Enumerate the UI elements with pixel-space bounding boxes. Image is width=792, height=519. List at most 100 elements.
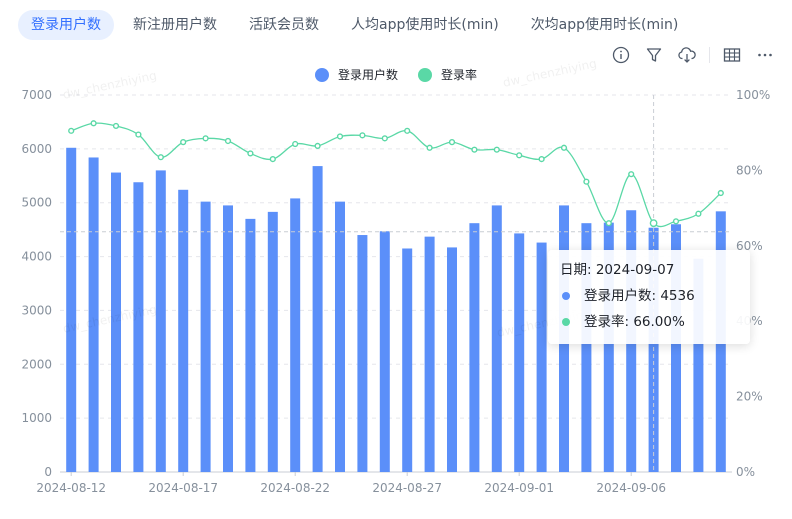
tab-new-registered-users[interactable]: 新注册用户数 [133,17,217,33]
tab-avg-usage-per-session[interactable]: 次均app使用时长(min) [530,17,679,33]
bar [312,166,323,472]
line-point [516,152,523,159]
line-point [336,133,344,140]
bar [536,242,547,472]
bar [581,223,592,472]
y-right-tick-label: 60% [736,239,763,253]
line-point [448,139,456,146]
tooltip-swatch-login-rate [562,318,570,326]
y-left-tick-label: 3000 [21,303,52,317]
metric-tabs: 登录用户数 新注册用户数 活跃会员数 人均app使用时长(min) 次均app使… [18,10,697,40]
line-point [560,144,568,151]
bar [469,223,480,472]
bar [245,218,256,472]
line-point [426,144,433,151]
chart-toolbar [599,44,776,66]
bar [491,205,502,472]
tooltip-value-login-rate: 登录率: 66.00% [584,314,685,330]
line-point [112,122,120,130]
y-left-tick-label: 6000 [21,142,52,156]
x-tick-label: 2024-09-06 [596,481,666,495]
y-right-tick-label: 100% [736,88,770,102]
line-point [157,154,164,161]
tab-login-users[interactable]: 登录用户数 [18,10,114,40]
y-right-tick-label: 20% [736,390,763,404]
bar [379,231,390,472]
line-point [605,220,612,227]
tooltip-swatch-login-users [562,292,570,300]
line-point [717,189,724,197]
line-series-login-rate [70,122,722,228]
line-point [180,139,187,146]
bar [424,236,435,472]
bar [357,235,368,472]
line-point [695,210,702,217]
info-icon[interactable] [610,44,632,66]
bar [133,182,144,472]
line-point [247,150,254,157]
line-point [583,178,590,185]
tooltip-value-login-users: 登录用户数: 4536 [584,288,695,304]
legend-label-login-users: 登录用户数 [337,68,398,82]
more-icon[interactable] [754,44,776,66]
tab-avg-usage-per-user[interactable]: 人均app使用时长(min) [351,17,499,33]
line-point [404,127,411,134]
toolbar-divider [709,47,710,63]
bar [178,189,189,472]
line-point [649,219,658,228]
tooltip-title: 日期: 2024-09-07 [560,262,675,278]
line-point [359,132,366,139]
bar [111,172,121,472]
line-point [471,146,478,153]
chart-legend: 登录用户数 登录率 [0,66,792,83]
y-left-tick-label: 0 [44,465,52,479]
tooltip-row-login-rate: 登录率: 66.00% [560,312,738,332]
legend-swatch-login-users [314,67,329,82]
legend-item-login-rate[interactable]: 登录率 [418,66,477,83]
line-point [224,137,232,145]
y-left-tick-label: 2000 [21,357,52,371]
legend-label-login-rate: 登录率 [441,68,478,82]
bar [447,247,457,472]
bar [603,222,614,472]
bar [402,248,413,472]
line-point [672,218,680,225]
bar [335,201,345,472]
tab-active-members[interactable]: 活跃会员数 [249,17,319,33]
line-point [538,155,545,163]
line-point [269,155,276,163]
y-left-tick-label: 1000 [21,411,52,425]
line-point [628,171,635,178]
cloud-download-icon[interactable] [676,44,698,66]
line-point [314,142,321,149]
bar [88,157,99,472]
line-point [202,135,209,142]
x-tick-label: 2024-08-27 [372,481,442,495]
bar [267,211,278,472]
line-point [135,131,142,138]
legend-swatch-login-rate [418,67,432,82]
bar [223,205,233,472]
y-right-tick-label: 0% [736,465,755,479]
line-point [90,120,97,127]
line-point [292,140,299,148]
y-right-tick-label: 80% [736,163,763,177]
line-point [381,135,388,142]
legend-item-login-users[interactable]: 登录用户数 [314,66,398,83]
bar [200,201,211,472]
bar [66,147,77,472]
bar [155,170,166,472]
x-tick-label: 2024-09-01 [484,481,554,495]
x-tick-label: 2024-08-12 [36,481,106,495]
x-tick-label: 2024-08-17 [148,481,218,495]
tooltip-row-login-users: 登录用户数: 4536 [560,286,738,306]
line-point [493,146,500,153]
y-left-tick-label: 5000 [21,196,52,210]
filter-icon[interactable] [643,44,665,66]
bar [671,224,681,472]
line-point [68,127,75,134]
bar [514,233,525,472]
y-left-tick-label: 7000 [21,88,52,102]
chart-tooltip: 日期: 2024-09-07 登录用户数: 4536 登录率: 66.00% [548,250,750,344]
table-icon[interactable] [721,44,743,66]
